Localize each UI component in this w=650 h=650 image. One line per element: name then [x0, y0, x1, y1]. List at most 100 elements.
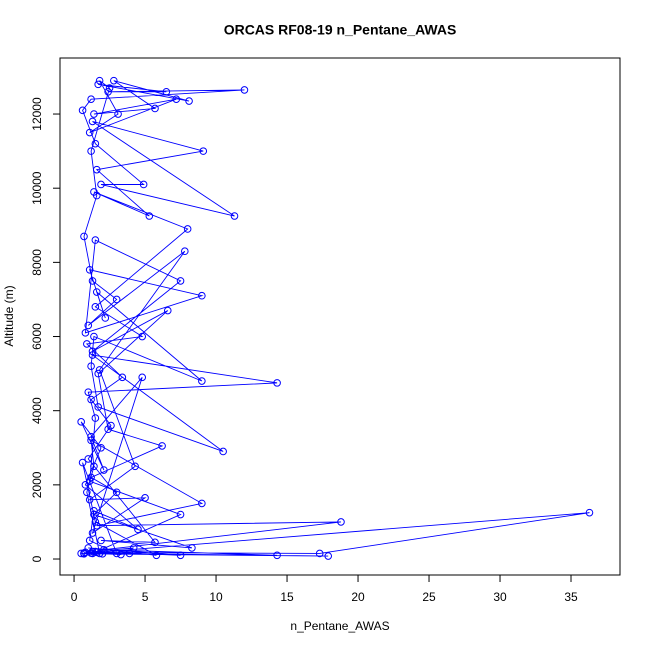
data-point — [88, 277, 97, 285]
data-point — [91, 518, 100, 526]
x-tick-label: 20 — [351, 590, 365, 604]
data-point — [145, 212, 154, 220]
data-point — [198, 377, 206, 385]
data-point — [91, 236, 100, 244]
data-point — [151, 104, 159, 113]
data-point — [84, 455, 93, 463]
data-point — [97, 443, 105, 452]
y-tick-label: 10000 — [30, 171, 44, 205]
data-point — [85, 477, 94, 485]
data-point — [230, 212, 239, 220]
chart-title: ORCAS RF08-19 n_Pentane_AWAS — [224, 22, 457, 38]
data-point — [85, 265, 94, 274]
data-point — [92, 191, 101, 200]
data-point — [90, 332, 98, 341]
data-point — [98, 550, 107, 558]
data-point — [118, 373, 127, 382]
data-point — [176, 510, 185, 519]
x-tick-label: 5 — [142, 590, 149, 604]
data-point — [100, 466, 108, 474]
data-point — [88, 117, 97, 126]
data-point — [94, 80, 102, 89]
y-tick-label: 8000 — [30, 249, 44, 276]
data-point — [151, 538, 159, 547]
data-point — [112, 488, 121, 497]
data-point — [94, 403, 102, 411]
data-point — [199, 147, 208, 155]
y-axis-label: Altitude (m) — [2, 285, 16, 346]
x-tick-label: 25 — [422, 590, 436, 604]
data-point — [91, 414, 100, 422]
data-point — [88, 547, 97, 556]
data-point — [125, 549, 134, 558]
data-point — [81, 329, 90, 337]
data-point — [80, 549, 88, 557]
data-point — [163, 306, 172, 315]
data-point — [78, 458, 87, 467]
data-point — [273, 379, 281, 387]
data-point — [85, 536, 94, 545]
y-tick-label: 2000 — [30, 471, 44, 498]
data-point — [90, 507, 98, 515]
data-point — [95, 76, 104, 85]
data-point — [110, 76, 118, 85]
data-point — [91, 303, 100, 311]
x-tick-label: 35 — [564, 590, 578, 604]
data-point — [183, 225, 192, 233]
data-point — [78, 106, 87, 115]
data-point — [81, 481, 90, 489]
data-point — [101, 314, 110, 322]
data-point — [105, 84, 114, 92]
data-point — [158, 442, 166, 450]
data-point — [141, 494, 149, 502]
x-tick-label: 0 — [71, 590, 78, 604]
data-point — [134, 525, 142, 534]
data-point — [95, 366, 104, 374]
data-point — [83, 488, 91, 497]
data-point — [315, 549, 324, 558]
data-point — [97, 536, 105, 545]
data-point — [114, 110, 122, 118]
data-point — [92, 165, 101, 174]
data-point — [77, 418, 85, 426]
data-point — [219, 447, 227, 456]
data-point — [240, 86, 249, 94]
data-point — [324, 552, 333, 560]
data-point — [87, 95, 95, 103]
data-point — [90, 110, 98, 118]
data-point — [80, 232, 88, 241]
data-point — [87, 473, 95, 482]
x-tick-label: 30 — [493, 590, 507, 604]
data-point — [91, 139, 100, 148]
data-point — [112, 549, 121, 558]
data-point — [100, 545, 108, 554]
data-line — [80, 80, 590, 557]
data-point — [92, 288, 101, 296]
data-point — [87, 436, 95, 445]
data-point — [87, 362, 95, 370]
data-point — [172, 95, 181, 103]
data-point — [84, 388, 93, 396]
data-point — [117, 550, 125, 559]
x-tick-label: 10 — [209, 590, 223, 604]
data-point — [585, 508, 594, 517]
data-point — [87, 395, 95, 404]
data-point — [84, 321, 93, 330]
data-point — [88, 529, 97, 537]
data-point — [131, 462, 139, 471]
data-point — [87, 432, 95, 441]
y-tick-label: 4000 — [30, 397, 44, 424]
data-point — [83, 340, 91, 348]
data-point — [188, 544, 196, 552]
data-point — [85, 495, 94, 504]
data-point — [162, 87, 171, 96]
data-point — [90, 510, 98, 519]
data-point — [112, 295, 121, 304]
data-point — [138, 373, 147, 382]
data-point — [181, 247, 189, 256]
data-point — [87, 147, 95, 155]
data-point — [152, 551, 161, 560]
x-tick-label: 15 — [280, 590, 294, 604]
data-point — [176, 277, 185, 285]
